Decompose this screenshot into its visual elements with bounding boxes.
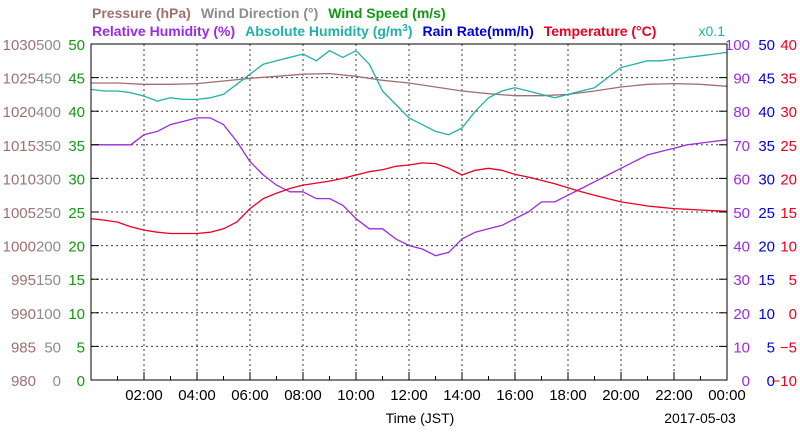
y-tick-label-humidity: 70	[733, 138, 750, 155]
y-tick-label-rain: 50	[758, 37, 775, 54]
y-tick-label-wind_speed: 0	[77, 373, 85, 390]
y-tick-label-pressure: 1030	[3, 37, 36, 54]
y-tick-label-rain: 30	[758, 171, 775, 188]
y-tick-label-rain: 0	[767, 373, 775, 390]
y-tick-label-pressure: 1010	[3, 171, 36, 188]
y-tick-label-rain: 5	[767, 339, 775, 356]
y-tick-label-rain: 40	[758, 104, 775, 121]
grid	[91, 44, 727, 380]
y-tick-label-humidity: 20	[733, 306, 750, 323]
y-tick-label-pressure: 980	[11, 373, 36, 390]
y-tick-label-temperature: 25	[780, 138, 797, 155]
y-tick-label-wind_speed: 40	[68, 104, 85, 121]
x-tick-label: 08:00	[284, 387, 322, 404]
y-tick-label-rain: 10	[758, 306, 775, 323]
series-line-2	[91, 117, 728, 257]
series-line-0	[91, 72, 728, 97]
y-tick-label-pressure: 1020	[3, 104, 36, 121]
y-tick-label-wind_dir: 400	[36, 104, 61, 121]
legend-entry: Pressure (hPa)	[92, 5, 191, 21]
y-tick-label-rain: 20	[758, 239, 775, 256]
y-tick-label-wind_dir: 100	[36, 306, 61, 323]
legend-entry: Relative Humidity (%)	[92, 23, 235, 39]
legend-entry: Absolute Humidity (g/m3)	[245, 23, 412, 40]
x-axis-label: Time (JST)	[386, 410, 455, 426]
y-tick-label-humidity: 30	[733, 272, 750, 289]
x-tick-label: 00:00	[708, 387, 746, 404]
y-tick-label-rain: 45	[758, 71, 775, 88]
y-tick-label-temperature: 10	[780, 239, 797, 256]
y-tick-label-humidity: 0	[742, 373, 750, 390]
x-tick-label: 06:00	[231, 387, 269, 404]
y-tick-label-humidity: 80	[733, 104, 750, 121]
y-tick-label-temperature: 20	[780, 171, 797, 188]
y-tick-label-wind_speed: 30	[68, 171, 85, 188]
legend-entry: Rain Rate(mm/h)	[423, 23, 534, 39]
y-tick-label-wind_dir: 150	[36, 272, 61, 289]
y-tick-label-wind_dir: 450	[36, 71, 61, 88]
y-tick-label-rain: 25	[758, 205, 775, 222]
y-tick-label-wind_dir: 350	[36, 138, 61, 155]
y-tick-label-wind_dir: 0	[53, 373, 61, 390]
x-axis: 02:00 04:00 06:00 08:00 10:00 12:00 14:00 16:00…	[117, 372, 746, 404]
axes-layer: 1030102510201015101010051000995990985980…	[3, 37, 797, 390]
y-tick-label-temperature: −10	[772, 373, 797, 390]
y-tick-label-wind_dir: 200	[36, 239, 61, 256]
x-tick-label: 04:00	[178, 387, 216, 404]
legend-entry: Wind Speed (m/s)	[328, 5, 445, 21]
y-tick-label-humidity: 10	[733, 339, 750, 356]
y-tick-label-wind_dir: 500	[36, 37, 61, 54]
y-tick-label-rain: 35	[758, 138, 775, 155]
y-tick-label-pressure: 990	[11, 306, 36, 323]
legend-scale-note: x0.1	[699, 23, 726, 39]
y-tick-label-pressure: 1005	[3, 205, 36, 222]
x-tick-label: 20:00	[602, 387, 640, 404]
y-tick-label-wind_speed: 10	[68, 306, 85, 323]
x-tick-label: 12:00	[390, 387, 428, 404]
y-tick-label-wind_speed: 5	[77, 339, 85, 356]
y-tick-label-wind_dir: 50	[44, 339, 61, 356]
y-tick-label-humidity: 40	[733, 239, 750, 256]
y-tick-label-wind_speed: 45	[68, 71, 85, 88]
legend: Pressure (hPa) Wind Direction (°) Wind Spe…	[92, 5, 725, 39]
x-tick-label: 22:00	[655, 387, 693, 404]
x-tick-label: 16:00	[496, 387, 534, 404]
y-tick-label-temperature: 40	[780, 37, 797, 54]
y-tick-label-humidity: 100	[725, 37, 750, 54]
y-tick-label-wind_speed: 25	[68, 205, 85, 222]
y-tick-label-temperature: 35	[780, 71, 797, 88]
y-tick-label-wind_dir: 250	[36, 205, 61, 222]
y-tick-label-temperature: 15	[780, 205, 797, 222]
y-tick-label-temperature: 0	[789, 306, 797, 323]
x-tick-label: 10:00	[337, 387, 375, 404]
series-line-3	[90, 162, 728, 235]
y-tick-label-pressure: 985	[11, 339, 36, 356]
y-tick-label-wind_speed: 20	[68, 239, 85, 256]
y-tick-label-temperature: 5	[789, 272, 797, 289]
y-tick-label-humidity: 50	[733, 205, 750, 222]
y-tick-label-pressure: 995	[11, 272, 36, 289]
y-tick-label-rain: 15	[758, 272, 775, 289]
x-tick-label: 14:00	[443, 387, 481, 404]
y-tick-label-wind_speed: 15	[68, 272, 85, 289]
y-tick-label-pressure: 1015	[3, 138, 36, 155]
legend-entry: Wind Direction (°)	[201, 5, 318, 21]
y-tick-label-humidity: 60	[733, 171, 750, 188]
series-line-1	[90, 50, 728, 136]
y-tick-label-wind_speed: 35	[68, 138, 85, 155]
legend-entry: Temperature (°C)	[544, 23, 657, 39]
series-layer	[90, 50, 728, 257]
x-tick-label: 18:00	[549, 387, 587, 404]
y-tick-label-pressure: 1025	[3, 71, 36, 88]
date-label: 2017-05-03	[664, 410, 736, 426]
x-tick-label: 02:00	[125, 387, 163, 404]
y-tick-label-temperature: 30	[780, 104, 797, 121]
y-tick-label-humidity: 90	[733, 71, 750, 88]
y-tick-label-wind_dir: 300	[36, 171, 61, 188]
y-tick-label-temperature: −5	[780, 339, 797, 356]
y-tick-label-wind_speed: 50	[68, 37, 85, 54]
y-tick-label-pressure: 1000	[3, 239, 36, 256]
